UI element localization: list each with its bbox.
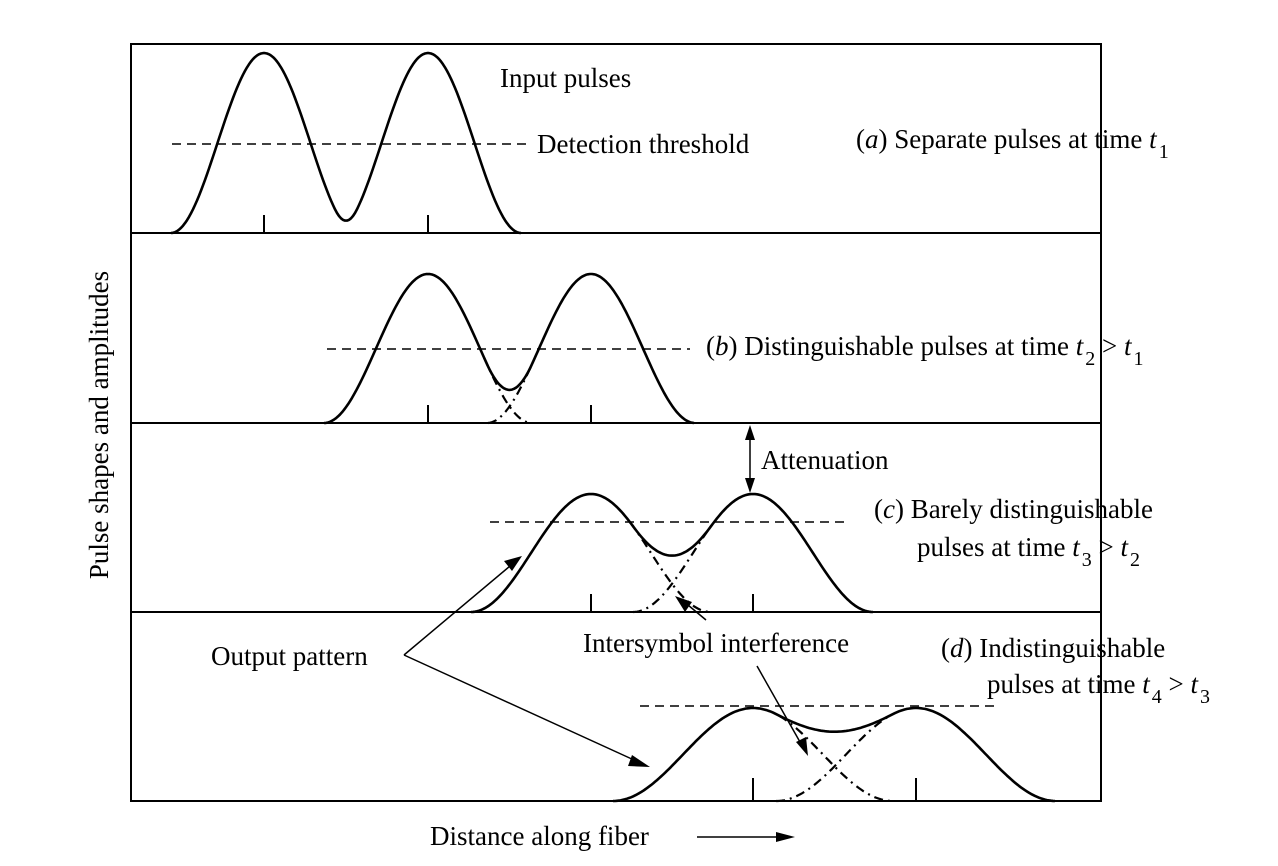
panel-c-caption-sub: 3	[1082, 549, 1092, 571]
panel-c-caption-var: t	[1072, 532, 1081, 562]
panel-d-output-pulses	[613, 706, 1056, 803]
panel-a-caption-sub: 1	[1159, 141, 1169, 163]
output-pattern-arrow-1-line	[403, 565, 511, 656]
intersymbol-interference-label: Intersymbol interference	[583, 628, 849, 658]
panel-d-isi-tail-left	[778, 714, 893, 803]
panel-b-isi-tail-left	[482, 357, 531, 424]
panel-a-caption-var: t	[1149, 124, 1158, 154]
isi-arrow-2-head	[796, 737, 808, 756]
panel-d-caption-var2: t	[1190, 669, 1199, 699]
panel-b-caption-sub: 2	[1085, 348, 1095, 370]
panel-c-isi-tail-left	[629, 521, 711, 614]
attenuation-label: Attenuation	[761, 445, 889, 475]
panel-c-output-pulses	[470, 492, 874, 614]
annotations: Output pattern Intersymbol interference	[211, 556, 849, 767]
panel-d-caption-var: t	[1142, 669, 1151, 699]
panel-c-caption-sub2: 2	[1130, 549, 1140, 571]
x-axis-arrow-head	[776, 832, 795, 842]
isi-arrow-2-line	[756, 665, 801, 743]
panel-b-letter: b	[715, 331, 729, 361]
panel-c-letter: c	[883, 494, 895, 524]
panel-b-caption-sub2: 1	[1133, 348, 1143, 370]
output-pattern-arrow-2-head	[628, 755, 650, 767]
panel-b-output-pulses	[323, 272, 695, 425]
isi-arrow-1-line	[687, 604, 707, 621]
output-pattern-label: Output pattern	[211, 641, 368, 671]
input-pulses-label: Input pulses	[500, 63, 631, 93]
panel-a: Input pulses Detection threshold (a) Sep…	[170, 51, 1169, 235]
panel-d-caption-text-2: pulses at time	[987, 669, 1142, 699]
panel-b-caption-var: t	[1076, 331, 1085, 361]
panel-c-isi-tail-right	[632, 522, 714, 614]
panel-c-caption-line-1: (c) Barely distinguishable	[874, 494, 1153, 524]
panel-b-caption-text: ) Distinguishable pulses at time	[729, 331, 1076, 361]
panel-a-output-pulses	[170, 51, 522, 235]
panel-d-caption-gt: >	[1162, 669, 1191, 699]
panel-b-caption-gt: >	[1095, 331, 1124, 361]
isi-arrow-1-head	[675, 596, 692, 612]
panel-d-isi-tail-right	[776, 714, 891, 803]
panel-d-letter: d	[950, 633, 964, 663]
attenuation-arrow-head-down	[745, 478, 755, 493]
attenuation-arrow-head-up	[745, 425, 755, 440]
panel-c: Attenuation (c) Barely distinguishable p…	[470, 425, 1153, 614]
output-pattern-arrow-1-head	[504, 556, 522, 571]
panel-b-isi-tail-right	[487, 359, 536, 425]
output-pattern-arrow-2-line	[403, 654, 635, 761]
panel-c-caption-text-2: pulses at time	[917, 532, 1072, 562]
panel-c-caption-gt: >	[1092, 532, 1121, 562]
y-axis-label: Pulse shapes and amplitudes	[84, 271, 114, 579]
panel-d-caption-text: ) Indistinguishable	[964, 633, 1166, 663]
panel-c-caption-text: ) Barely distinguishable	[895, 494, 1153, 524]
detection-threshold-label: Detection threshold	[537, 129, 750, 159]
panel-b-caption-var2: t	[1124, 331, 1133, 361]
panel-a-caption-text: ) Separate pulses at time	[879, 124, 1150, 154]
panel-d-caption-line-1: (d) Indistinguishable	[941, 633, 1165, 663]
panel-d-caption-sub2: 3	[1200, 686, 1210, 708]
panel-a-letter: a	[865, 124, 879, 154]
panel-d-caption-sub: 4	[1152, 686, 1162, 708]
panel-c-caption-var2: t	[1120, 532, 1129, 562]
x-axis-label: Distance along fiber	[430, 821, 649, 851]
